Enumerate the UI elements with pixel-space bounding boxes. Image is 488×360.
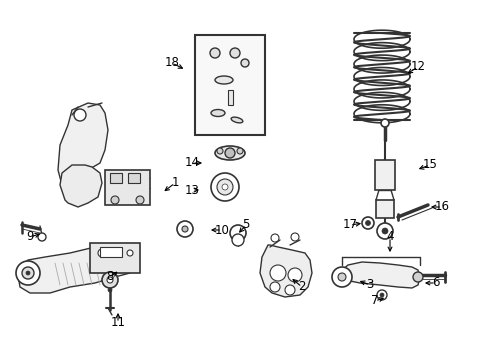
Circle shape	[74, 109, 86, 121]
Text: 4: 4	[386, 230, 393, 243]
Circle shape	[361, 217, 373, 229]
Text: 10: 10	[214, 224, 229, 237]
Circle shape	[270, 234, 279, 242]
Circle shape	[26, 271, 30, 275]
Circle shape	[127, 250, 133, 256]
Circle shape	[376, 290, 386, 300]
Circle shape	[229, 48, 240, 58]
Circle shape	[380, 119, 388, 127]
Bar	[105, 170, 150, 205]
Circle shape	[231, 234, 244, 246]
Circle shape	[222, 184, 227, 190]
Circle shape	[290, 233, 298, 241]
Bar	[195, 35, 264, 135]
Text: 8: 8	[106, 270, 113, 284]
Circle shape	[210, 173, 239, 201]
Bar	[90, 243, 140, 273]
Circle shape	[111, 196, 119, 204]
Polygon shape	[58, 103, 108, 185]
Circle shape	[114, 249, 122, 257]
Bar	[110, 173, 122, 183]
Circle shape	[98, 249, 106, 257]
Text: 5: 5	[242, 219, 249, 231]
Text: 11: 11	[110, 316, 125, 329]
Circle shape	[269, 265, 285, 281]
Circle shape	[224, 148, 235, 158]
Circle shape	[16, 261, 40, 285]
Text: 14: 14	[184, 157, 199, 170]
Circle shape	[217, 179, 232, 195]
Circle shape	[107, 277, 113, 283]
Text: 18: 18	[164, 57, 179, 69]
Circle shape	[229, 225, 245, 241]
Text: 2: 2	[298, 280, 305, 293]
Ellipse shape	[215, 76, 232, 84]
Text: 1: 1	[171, 176, 179, 189]
Circle shape	[38, 233, 46, 241]
Circle shape	[136, 196, 143, 204]
Bar	[374, 160, 394, 190]
Circle shape	[376, 223, 392, 239]
Text: 16: 16	[434, 201, 448, 213]
Bar	[128, 173, 140, 183]
Circle shape	[22, 267, 34, 279]
Circle shape	[337, 273, 346, 281]
Circle shape	[182, 226, 187, 232]
Circle shape	[241, 59, 248, 67]
Polygon shape	[60, 165, 102, 207]
Ellipse shape	[231, 117, 243, 123]
Text: 17: 17	[342, 219, 357, 231]
Circle shape	[237, 148, 243, 154]
Circle shape	[285, 285, 294, 295]
Text: 13: 13	[184, 184, 199, 197]
Polygon shape	[260, 245, 311, 297]
Bar	[375, 200, 393, 218]
Ellipse shape	[210, 109, 224, 117]
Circle shape	[217, 148, 223, 154]
Text: 3: 3	[366, 279, 373, 292]
Text: 9: 9	[26, 230, 34, 243]
Circle shape	[412, 272, 422, 282]
Text: 6: 6	[431, 276, 439, 289]
Ellipse shape	[215, 146, 244, 160]
Circle shape	[269, 282, 280, 292]
Text: 7: 7	[370, 294, 378, 307]
Circle shape	[209, 48, 220, 58]
Circle shape	[365, 220, 370, 225]
Circle shape	[331, 267, 351, 287]
Circle shape	[287, 268, 302, 282]
Bar	[227, 90, 232, 105]
Text: 15: 15	[422, 158, 437, 171]
Circle shape	[177, 221, 193, 237]
Polygon shape	[18, 245, 135, 293]
Circle shape	[379, 293, 383, 297]
Circle shape	[102, 272, 118, 288]
Circle shape	[381, 228, 387, 234]
Text: 12: 12	[409, 60, 425, 73]
Circle shape	[108, 288, 112, 292]
Bar	[100, 247, 122, 257]
Polygon shape	[339, 262, 419, 288]
